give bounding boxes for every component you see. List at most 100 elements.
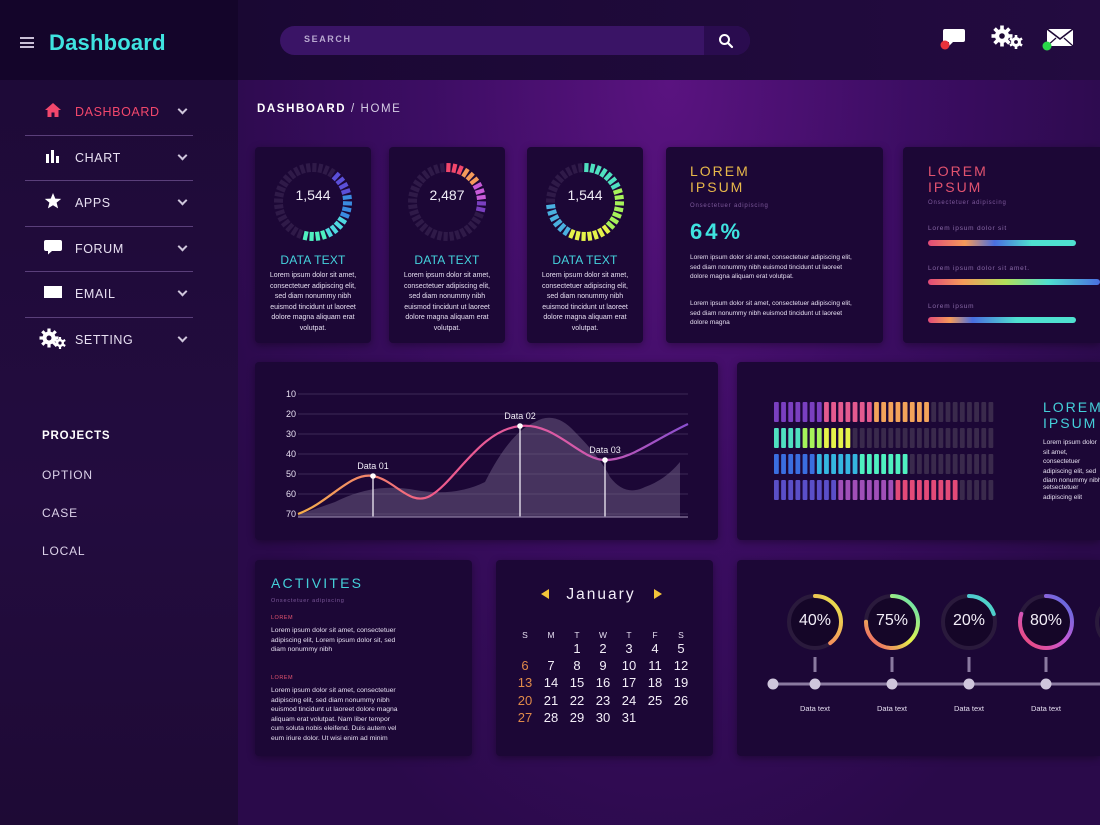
equalizer-bar — [902, 402, 908, 422]
calendar-day[interactable]: 21 — [543, 692, 559, 708]
calendar-day[interactable]: 10 — [621, 658, 637, 674]
calendar-day[interactable]: 25 — [647, 692, 663, 708]
equalizer-bar — [838, 480, 844, 500]
equalizer-bar — [874, 480, 879, 500]
equalizer-bar — [945, 428, 951, 448]
equalizer-bar — [866, 454, 872, 474]
calendar-day[interactable]: 16 — [595, 675, 611, 691]
sidebar-item-label: SETTING — [75, 332, 134, 347]
weekday-label: W — [598, 630, 608, 640]
equalizer-bar — [974, 454, 979, 474]
calendar-day[interactable]: 24 — [621, 692, 637, 708]
calendar-day[interactable]: 7 — [547, 658, 555, 674]
equalizer-bar — [831, 480, 836, 500]
calendar-day[interactable]: 2 — [599, 641, 607, 656]
percent-value: 64% — [690, 219, 744, 244]
ring-segment — [439, 163, 446, 173]
ring-segment — [299, 164, 306, 175]
calendar-day[interactable]: 15 — [569, 675, 585, 691]
project-link-case[interactable]: CASE — [42, 506, 78, 520]
ring-segment — [275, 209, 286, 216]
ring-segment — [461, 167, 470, 178]
equalizer-bar — [781, 428, 786, 448]
equalizer-bar — [924, 454, 929, 474]
search-button[interactable] — [704, 26, 750, 55]
ring-segment — [565, 166, 573, 177]
prev-month-icon[interactable] — [541, 589, 550, 599]
sidebar-item-forum[interactable]: FORUM — [25, 227, 193, 272]
calendar-day[interactable]: 17 — [621, 675, 637, 691]
equalizer-bar — [816, 402, 822, 422]
stat-card: 1,544 DATA TEXT Lorem ipsum dolor sit am… — [527, 147, 643, 343]
ring-segment — [467, 220, 478, 230]
chat-notification-icon[interactable] — [939, 28, 967, 52]
ring-segment — [305, 163, 312, 173]
equalizer-bar — [974, 428, 979, 448]
search-icon — [719, 34, 734, 49]
calendar-day[interactable]: 4 — [651, 641, 659, 656]
calendar-month: January — [566, 586, 636, 603]
weekday-label: S — [678, 630, 684, 640]
sidebar-item-setting[interactable]: SETTING — [25, 318, 193, 364]
sidebar-item-apps[interactable]: APPS — [25, 181, 193, 227]
calendar-day[interactable]: 9 — [599, 658, 607, 674]
search-input[interactable] — [304, 34, 704, 44]
equalizer-bar — [845, 454, 851, 474]
timeline-label: Data text — [1030, 704, 1061, 713]
calendar-day[interactable]: 11 — [648, 658, 662, 674]
calendar-day[interactable]: 23 — [595, 692, 611, 708]
calendar-day[interactable]: 20 — [517, 692, 533, 708]
card-text: Lorem ipsum dolor sit amet, consectetuer… — [1043, 439, 1100, 484]
ring-segment — [586, 231, 593, 241]
calendar-day[interactable]: 18 — [647, 675, 663, 691]
equalizer-bar — [874, 402, 879, 422]
timeline-chart — [767, 594, 1100, 690]
sidebar-item-chart[interactable]: CHART — [25, 136, 193, 181]
equalizer-bar — [802, 454, 808, 474]
calendar-day[interactable]: 6 — [521, 658, 529, 674]
mail-notification-icon[interactable] — [1040, 27, 1076, 53]
stat-text: Lorem ipsum dolor sit amet, consectetuer… — [403, 272, 491, 332]
calendar-day[interactable]: 1 — [573, 641, 581, 656]
settings-icon[interactable] — [990, 25, 1026, 51]
calendar-day[interactable]: 19 — [673, 675, 689, 691]
sidebar-item-dashboard[interactable]: DASHBOARD — [25, 90, 193, 136]
calendar-day[interactable]: 13 — [517, 675, 533, 691]
calendar-day[interactable]: 30 — [595, 709, 611, 725]
calendar-day[interactable]: 3 — [625, 641, 633, 656]
equalizer-bar — [788, 480, 794, 500]
sidebar-item-email[interactable]: EMAIL — [25, 272, 193, 318]
equalizer-bar — [945, 480, 951, 500]
equalizer-bar — [988, 454, 994, 474]
progress-bar — [928, 279, 1100, 285]
equalizer-bar — [902, 454, 908, 474]
calendar-day[interactable]: 26 — [673, 692, 689, 708]
calendar-day[interactable]: 29 — [569, 709, 585, 725]
equalizer-bar — [802, 402, 808, 422]
chevron-down-icon — [177, 241, 188, 251]
breadcrumb-current[interactable]: DASHBOARD — [257, 103, 347, 115]
ring-segment — [472, 182, 483, 190]
calendar-day[interactable]: 28 — [543, 709, 559, 725]
breadcrumb-separator: / — [350, 103, 356, 115]
equalizer-bar — [845, 402, 851, 422]
next-month-icon[interactable] — [653, 589, 662, 599]
stat-card: 2,487 DATA TEXT Lorem ipsum dolor sit am… — [389, 147, 505, 343]
calendar-day[interactable]: 27 — [517, 709, 533, 725]
calendar-day[interactable]: 8 — [573, 658, 581, 674]
calendar-day[interactable]: 14 — [543, 675, 559, 691]
equalizer-bar — [967, 402, 972, 422]
project-link-local[interactable]: LOCAL — [42, 544, 86, 558]
calendar-day[interactable]: 12 — [673, 658, 689, 674]
equalizer-bar — [881, 454, 887, 474]
ring-segment — [610, 182, 621, 190]
card-text: setsectetuer adipiscing elit — [1043, 484, 1083, 501]
calendar-day[interactable]: 22 — [569, 692, 585, 708]
calendar-day[interactable]: 31 — [621, 709, 637, 725]
equalizer-bar — [888, 428, 894, 448]
menu-icon[interactable] — [20, 37, 34, 48]
calendar-day[interactable]: 5 — [677, 641, 685, 656]
ring-segment — [331, 171, 341, 182]
chevron-down-icon — [177, 332, 188, 342]
project-link-option[interactable]: OPTION — [42, 468, 93, 482]
